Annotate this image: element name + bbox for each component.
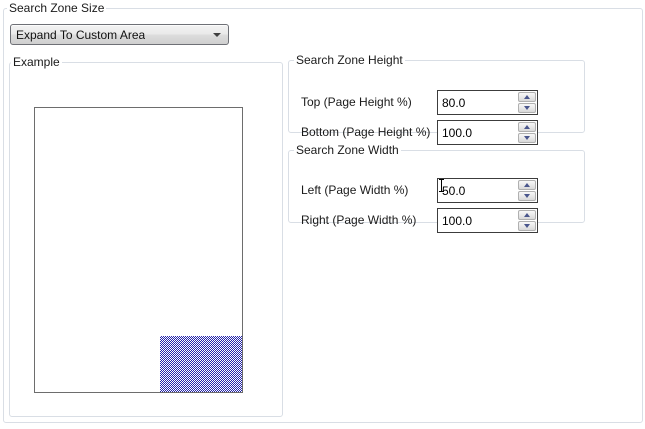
bottom-height-spinner	[437, 120, 538, 145]
triangle-up-icon	[524, 213, 530, 217]
triangle-down-icon	[524, 224, 530, 228]
left-width-spinner	[437, 178, 538, 203]
search-zone-size-group: Search Zone Size	[3, 1, 643, 423]
example-group: Example	[9, 55, 283, 417]
spin-up-button[interactable]	[518, 210, 536, 220]
zone-mode-dropdown-value: Expand To Custom Area	[16, 27, 146, 42]
page-preview	[34, 107, 243, 393]
right-width-updown	[518, 210, 536, 231]
triangle-down-icon	[524, 194, 530, 198]
spin-down-button[interactable]	[518, 133, 536, 143]
spin-up-button[interactable]	[518, 92, 536, 102]
top-height-label: Top (Page Height %)	[301, 95, 412, 109]
top-height-spinner	[437, 90, 538, 115]
search-zone-width-group: Search Zone Width Left (Page Width %) Ri…	[288, 143, 585, 233]
left-width-updown	[518, 180, 536, 201]
triangle-down-icon	[524, 106, 530, 110]
spin-down-button[interactable]	[518, 221, 536, 231]
right-width-label: Right (Page Width %)	[301, 213, 417, 227]
search-zone-width-group-label: Search Zone Width	[296, 143, 399, 157]
triangle-up-icon	[524, 183, 530, 187]
top-height-updown	[518, 92, 536, 113]
dropdown-arrow-icon	[213, 33, 221, 37]
spin-up-button[interactable]	[518, 122, 536, 132]
search-zone-size-group-label: Search Zone Size	[9, 1, 105, 15]
search-zone-height-group: Search Zone Height Top (Page Height %) B…	[288, 53, 585, 145]
triangle-up-icon	[524, 125, 530, 129]
zone-mode-dropdown[interactable]: Expand To Custom Area	[10, 24, 229, 45]
spin-down-button[interactable]	[518, 191, 536, 201]
example-group-label: Example	[13, 55, 60, 69]
triangle-down-icon	[524, 136, 530, 140]
left-width-label: Left (Page Width %)	[301, 183, 409, 197]
spin-up-button[interactable]	[518, 180, 536, 190]
triangle-up-icon	[524, 95, 530, 99]
spin-down-button[interactable]	[518, 103, 536, 113]
search-zone-region	[160, 336, 242, 392]
search-zone-height-group-label: Search Zone Height	[296, 53, 403, 67]
right-width-spinner	[437, 208, 538, 233]
bottom-height-updown	[518, 122, 536, 143]
bottom-height-label: Bottom (Page Height %)	[301, 125, 431, 139]
